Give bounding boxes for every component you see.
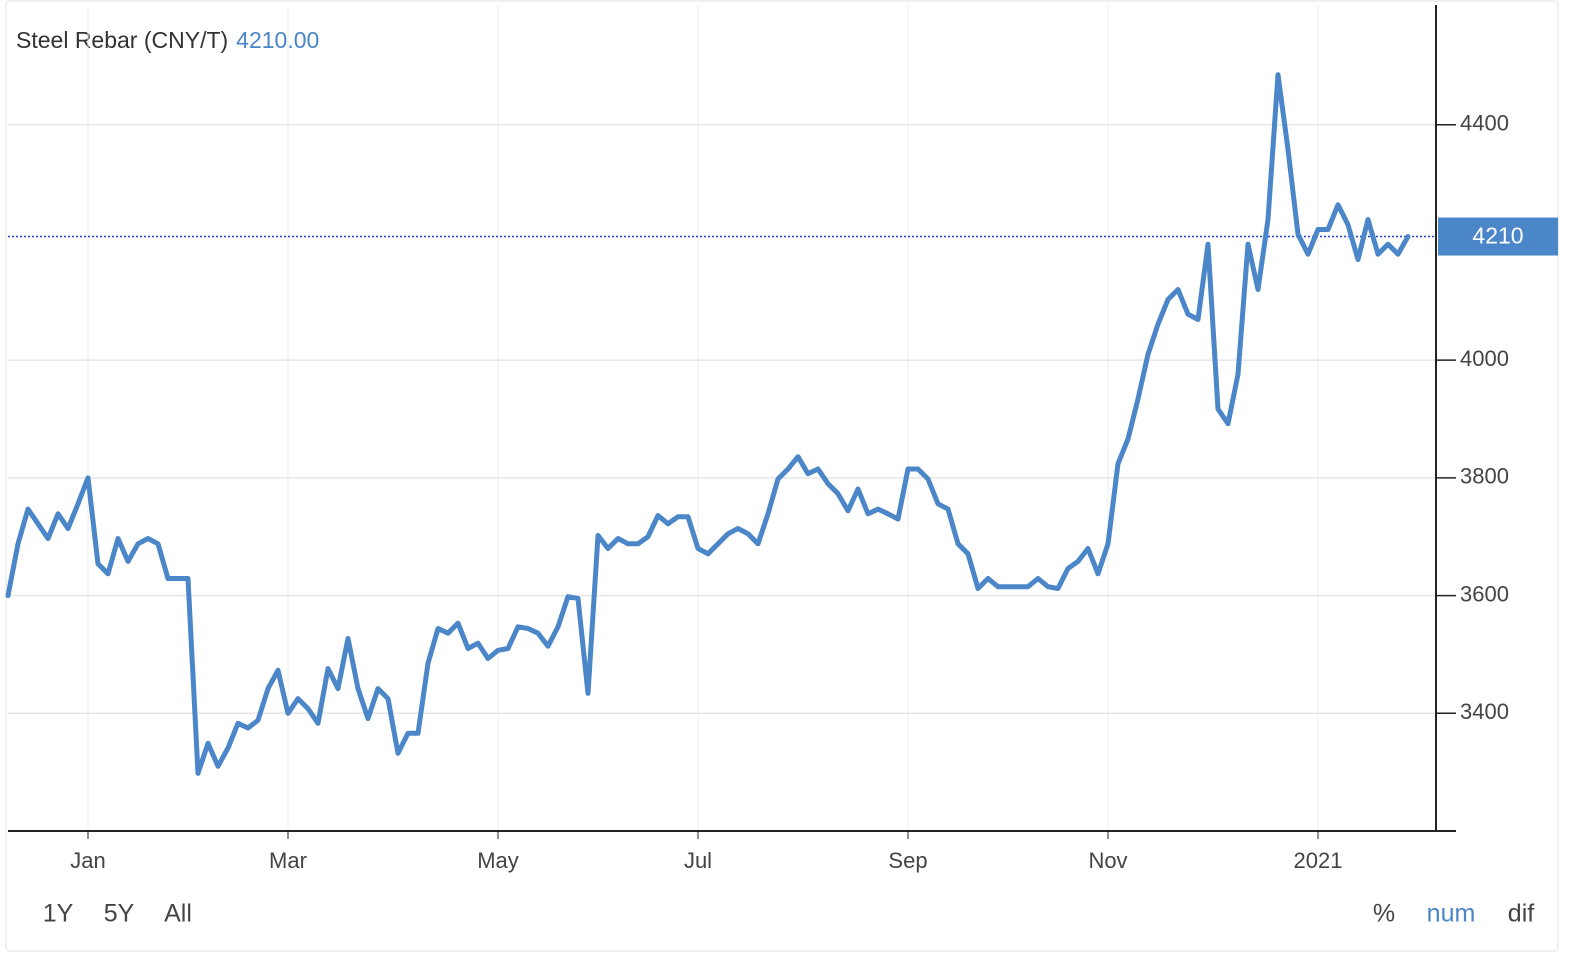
price-line [5,72,1411,776]
range-button[interactable]: 5Y [104,900,135,928]
mode-button[interactable]: dif [1508,900,1534,928]
y-tick-label: 4400 [1460,111,1509,136]
x-tick-label: Jan [70,848,105,873]
current-value-box [1438,217,1558,256]
x-tick-label: Mar [269,848,307,873]
y-tick-label: 4000 [1460,346,1509,371]
current-value: 4210.00 [236,27,319,53]
chart-header: Steel Rebar (CNY/T) 4210.00 [16,27,319,53]
current-value-label: 4210 [1472,223,1523,249]
x-tick-label: 2021 [1294,848,1343,873]
mode-button[interactable]: % [1373,900,1395,928]
x-tick-label: Jul [684,848,712,873]
chart-title: Steel Rebar (CNY/T) [16,27,228,53]
y-tick-label: 3600 [1460,581,1509,606]
x-tick-label: Nov [1088,848,1127,873]
y-tick-label: 3400 [1460,699,1509,724]
mode-button[interactable]: num [1427,900,1476,928]
x-tick-label: Sep [888,848,927,873]
range-button[interactable]: 1Y [43,900,74,928]
range-button[interactable]: All [164,900,192,928]
x-tick-label: May [477,848,519,873]
y-tick-label: 3800 [1460,464,1509,489]
